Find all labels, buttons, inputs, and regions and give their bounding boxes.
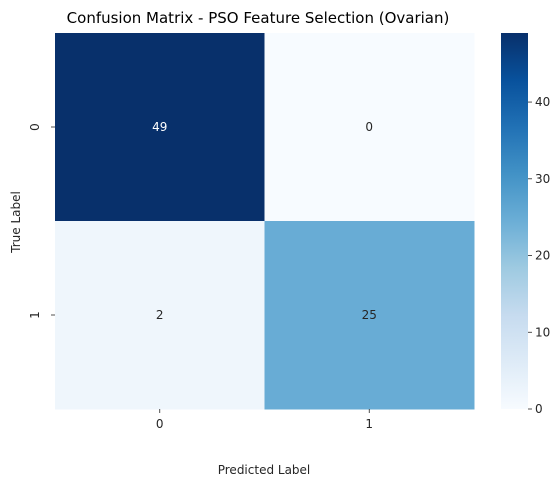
x-axis-label: Predicted Label: [218, 463, 311, 477]
heatmap-cell: [55, 221, 265, 410]
y-axis-label: True Label: [9, 191, 23, 254]
colorbar: [501, 33, 528, 409]
cell-annotations: 49 0 2 25: [152, 120, 377, 322]
x-tick-label: 0: [156, 417, 164, 431]
cell-value-label: 25: [362, 308, 377, 322]
colorbar-tick-label: 0: [535, 402, 543, 416]
heatmap-cell: [264, 221, 475, 410]
colorbar-tick-label: 40: [535, 95, 550, 109]
y-tick-label: 0: [28, 123, 42, 131]
colorbar-tick-label: 30: [535, 172, 550, 186]
x-tick-label: 1: [365, 417, 373, 431]
y-axis-ticks: 01: [28, 123, 55, 319]
chart-title: Confusion Matrix - PSO Feature Selection…: [67, 9, 450, 27]
heatmap-cell: [264, 33, 475, 222]
cell-value-label: 49: [152, 120, 167, 134]
heatmap-cells: [55, 33, 475, 410]
colorbar-tick-label: 10: [535, 325, 550, 339]
colorbar-tick-label: 20: [535, 249, 550, 263]
heatmap-cell: [55, 33, 265, 222]
colorbar-ticks: 0 10 20 30 40: [528, 95, 550, 416]
cell-value-label: 2: [156, 308, 164, 322]
y-tick-label: 1: [28, 311, 42, 319]
cell-value-label: 0: [365, 120, 373, 134]
